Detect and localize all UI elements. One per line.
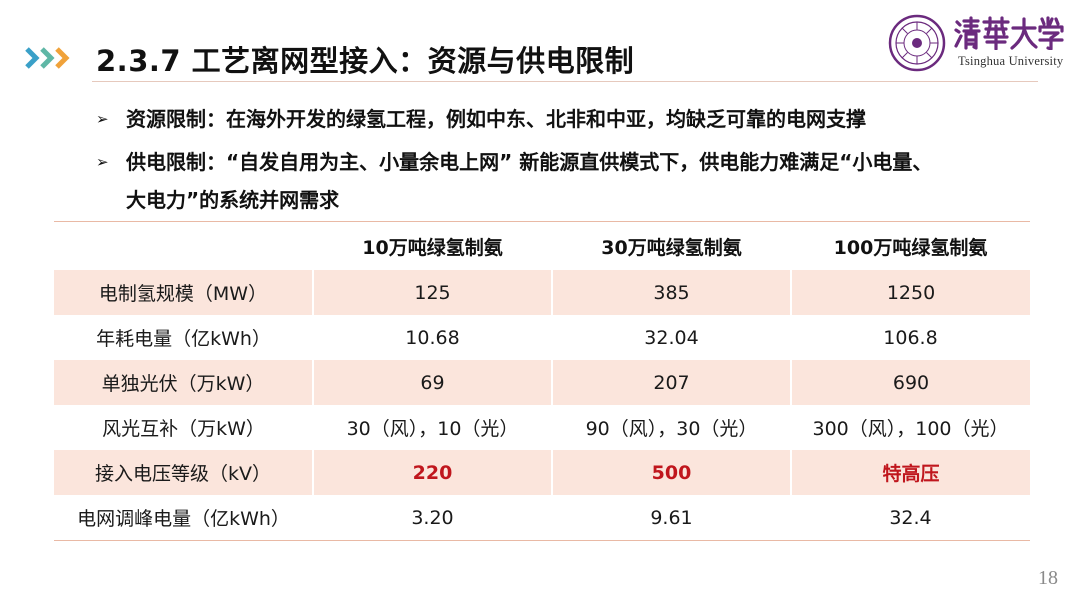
bullet-supply-limit-continuation: 大电力”的系统并网需求 — [126, 188, 340, 212]
table-cell: 207 — [552, 360, 792, 405]
table-cell: 385 — [552, 270, 792, 315]
table-cell: 690 — [791, 360, 1030, 405]
slide-title: 2.3.7 工艺离网型接入：资源与供电限制 — [96, 44, 635, 78]
logo-english-name: Tsinghua University — [958, 54, 1064, 68]
bullet-text: 资源限制：在海外开发的绿氢工程，例如中东、北非和中亚，均缺乏可靠的电网支撑 — [126, 107, 866, 131]
table-header-cell: 30万吨绿氢制氨 — [601, 236, 742, 259]
table-cell: 10.68 — [405, 326, 460, 349]
table-row: 电网调峰电量（亿kWh） 3.20 9.61 32.4 — [54, 495, 1030, 541]
row-label: 接入电压等级（kV） — [54, 450, 314, 495]
table-cell: 3.20 — [411, 506, 454, 529]
table-row: 风光互补（万kW） 30（风），10（光） 90（风），30（光） 300（风）… — [54, 405, 1030, 450]
table-header-cell: 100万吨绿氢制氨 — [833, 236, 988, 259]
comparison-table: 10万吨绿氢制氨 30万吨绿氢制氨 100万吨绿氢制氨 电制氢规模（MW） 12… — [54, 221, 1030, 541]
row-label: 风光互补（万kW） — [102, 418, 265, 440]
table-cell: 300（风），100（光） — [812, 418, 1009, 440]
table-cell: 69 — [313, 360, 553, 405]
row-label: 电网调峰电量（亿kWh） — [77, 508, 290, 530]
table-cell: 30（风），10（光） — [346, 418, 519, 440]
table-cell: 125 — [313, 270, 553, 315]
table-cell: 106.8 — [883, 326, 938, 349]
arrow-bullet-icon: ➢ — [96, 110, 109, 128]
arrow-bullet-icon: ➢ — [96, 153, 109, 171]
logo-chinese-name — [954, 16, 1066, 51]
page-number: 18 — [1038, 567, 1058, 589]
row-label: 电制氢规模（MW） — [54, 270, 314, 315]
bullet-supply-limit: ➢ 供电限制：“自发自用为主、小量余电上网” 新能源直供模式下，供电能力难满足“小… — [96, 146, 932, 175]
table-cell-highlight: 500 — [552, 450, 792, 495]
table-header-cell: 10万吨绿氢制氨 — [362, 236, 503, 259]
table-cell-highlight: 220 — [313, 450, 553, 495]
table-row: 单独光伏（万kW） 69 207 690 — [54, 360, 1030, 405]
table-cell: 1250 — [791, 270, 1030, 315]
bullet-text: 供电限制：“自发自用为主、小量余电上网” 新能源直供模式下，供电能力难满足“小电… — [126, 150, 933, 174]
table-cell: 9.61 — [650, 506, 693, 529]
table-cell-highlight: 特高压 — [791, 450, 1030, 495]
table-row: 接入电压等级（kV） 220 500 特高压 — [54, 450, 1030, 495]
table-cell: 90（风），30（光） — [585, 418, 758, 440]
table-cell: 32.04 — [644, 326, 699, 349]
table-cell: 32.4 — [889, 506, 932, 529]
university-logo: Tsinghua University — [888, 14, 1068, 74]
row-label: 单独光伏（万kW） — [54, 360, 314, 405]
chevron-decoration-icon — [25, 47, 70, 69]
row-label: 年耗电量（亿kWh） — [96, 328, 271, 350]
table-row: 电制氢规模（MW） 125 385 1250 — [54, 270, 1030, 315]
table-row: 年耗电量（亿kWh） 10.68 32.04 106.8 — [54, 315, 1030, 360]
table-header-cell — [54, 222, 313, 271]
title-divider — [92, 81, 1038, 82]
tsinghua-seal-icon — [888, 14, 946, 72]
bullet-resource-limit: ➢ 资源限制：在海外开发的绿氢工程，例如中东、北非和中亚，均缺乏可靠的电网支撑 — [96, 103, 866, 132]
logo-calligraphy-icon — [954, 16, 1064, 51]
table-header-row: 10万吨绿氢制氨 30万吨绿氢制氨 100万吨绿氢制氨 — [54, 222, 1030, 271]
